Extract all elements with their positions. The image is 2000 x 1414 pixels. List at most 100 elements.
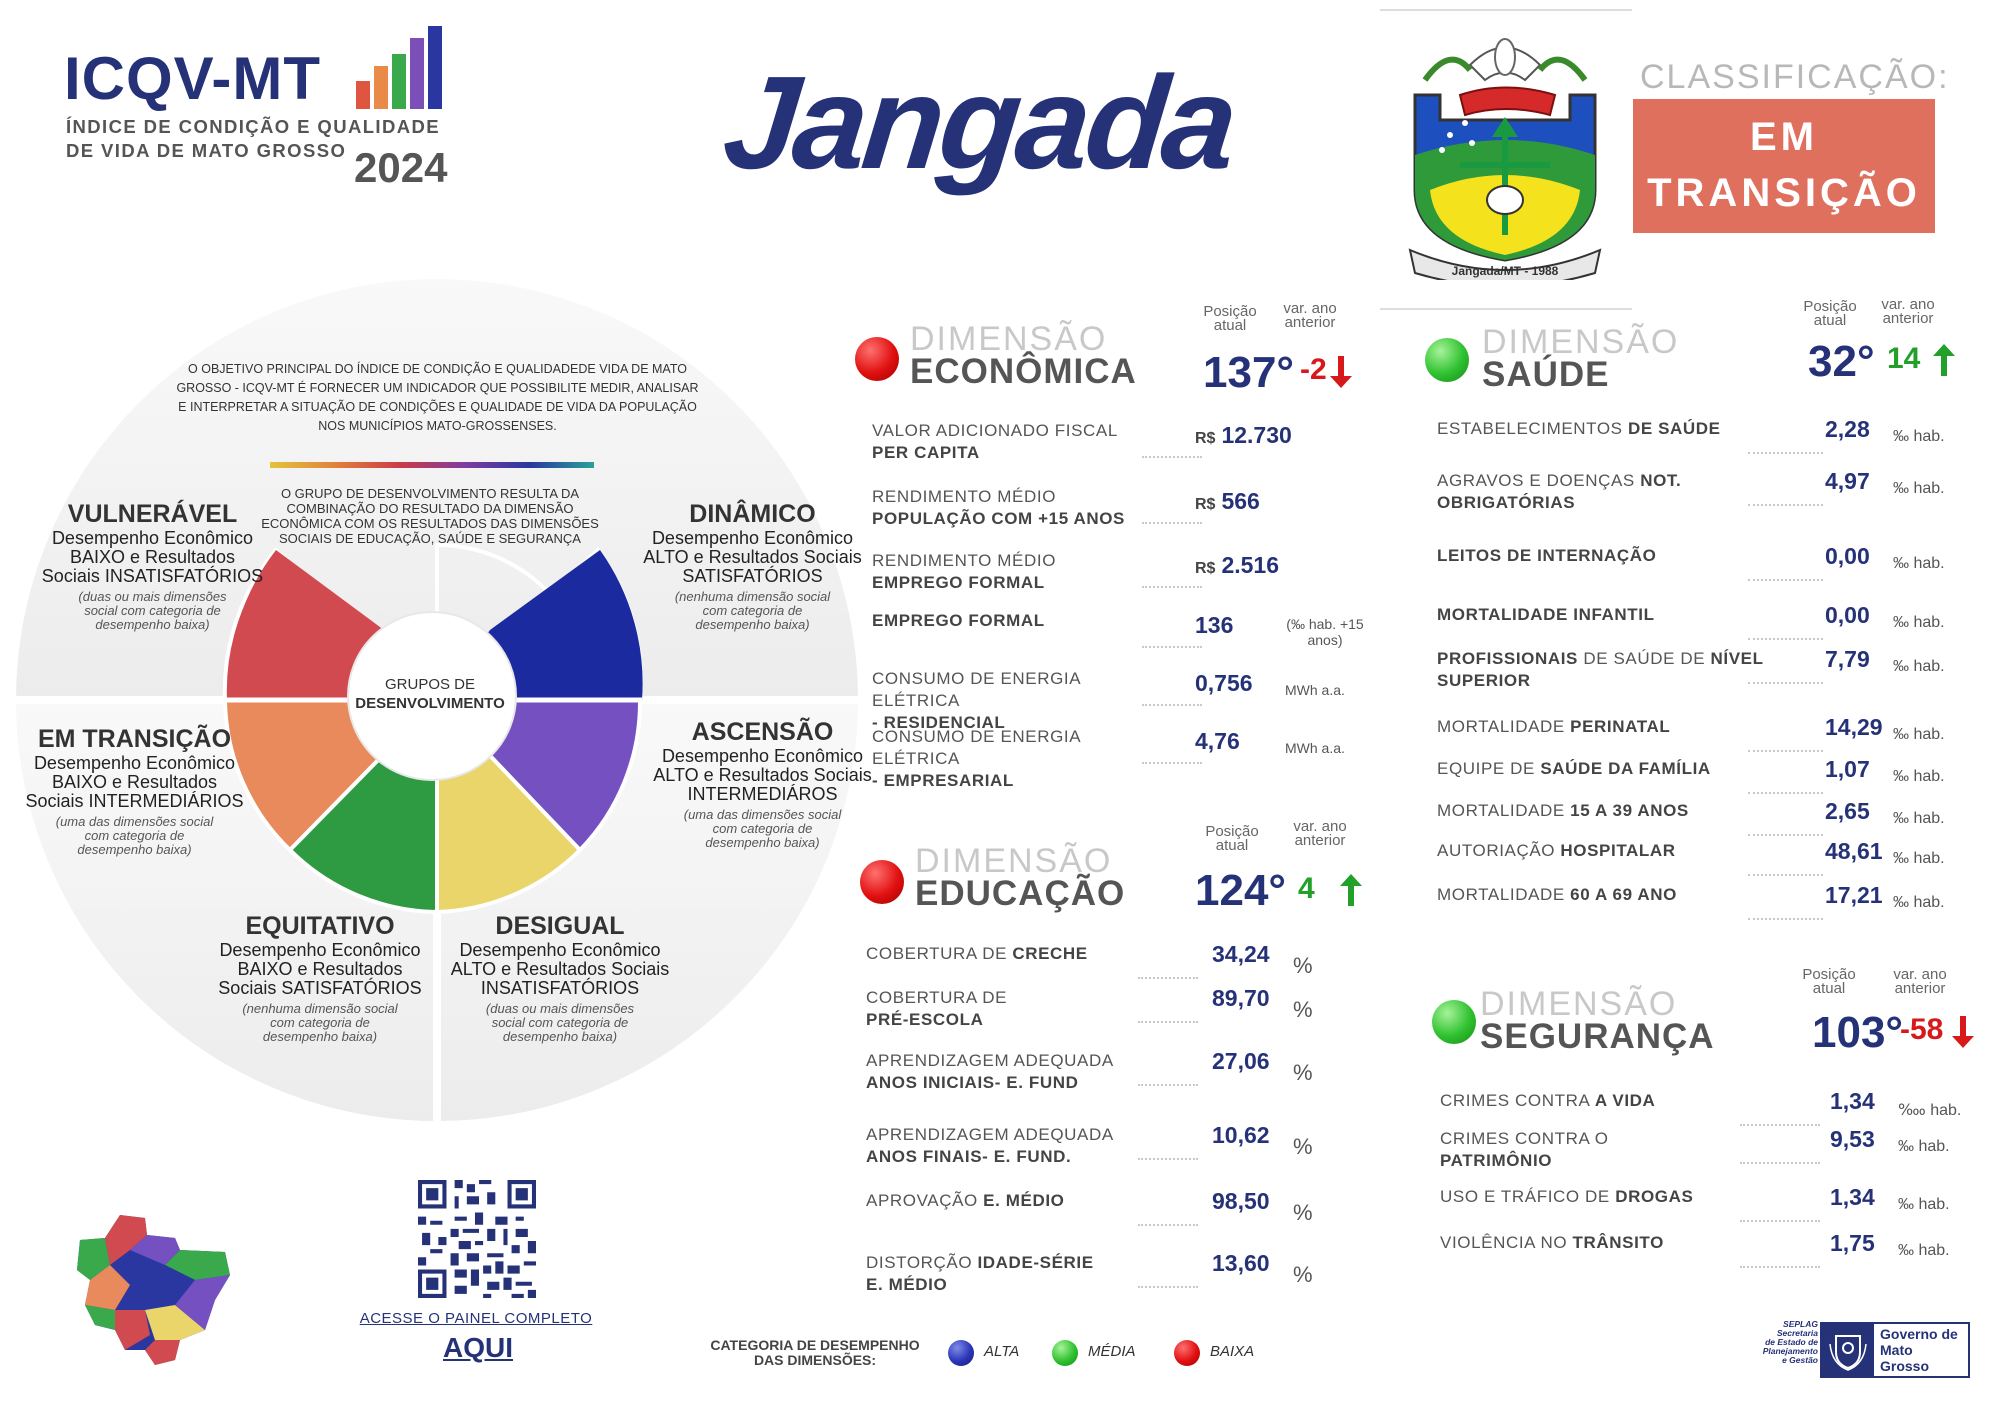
category-desigual: DESIGUAL Desempenho Econômico ALTO e Res… (450, 912, 670, 1044)
educacao-position: 124° (1195, 866, 1287, 915)
indicator-unit: ‰ hab. (1898, 1242, 1950, 1259)
seguranca-variation: -58 (1900, 1013, 1944, 1046)
indicator-label-line-2: OBRIGATÓRIAS (1437, 493, 1576, 512)
indicator-label-emph: NOT. (1640, 471, 1682, 490)
leader-dots (1740, 1162, 1820, 1164)
government-line-3: Grosso (1880, 1358, 1930, 1374)
category-title: EM TRANSIÇÃO (37, 725, 232, 753)
economica-position: 137° (1203, 348, 1295, 397)
saude-header: DIMENSÃO SAÚDE (1482, 323, 1680, 392)
leader-dots (1748, 504, 1823, 506)
indicator-label: APROVAÇÃO E. MÉDIO (866, 1190, 1166, 1212)
indicator-unit: ‰ hab. (1893, 480, 1945, 497)
indicator-label-line-1: CRIMES CONTRA O (1440, 1128, 1730, 1150)
indicator-label-emph: TRÂNSITO (1572, 1233, 1664, 1252)
indicator-label-line-1: CRIMES CONTRA A VIDA (1440, 1090, 1730, 1112)
indicator-label-emph: CRECHE (1012, 944, 1088, 963)
indicator-label-line-2: SUPERIOR (1437, 671, 1531, 690)
currency-label: R$ (1195, 430, 1216, 447)
category-desc: Desempenho Econômico BAIXO e Resultados … (41, 528, 264, 586)
panel-link[interactable]: ACESSE O PAINEL COMPLETO (359, 1310, 593, 1327)
indicator-value: 14,29 (1825, 714, 1883, 740)
indicator-label: MORTALIDADE 60 A 69 ANO (1437, 884, 1777, 906)
indicator-label-line-1: CONSUMO DE ENERGIA ELÉTRICA (872, 669, 1081, 710)
educacao-category-dot (860, 860, 904, 904)
indicator-unit: ‰ hab. (1898, 1138, 1950, 1155)
indicator-label-line-1: AUTORIAÇÃO HOSPITALAR (1437, 840, 1777, 862)
indicator-label-part: USO E TRÁFICO DE (1440, 1187, 1610, 1206)
indicator-label-part: AGRAVOS E DOENÇAS (1437, 471, 1635, 490)
gradient-divider (270, 462, 594, 468)
category-note: (nenhuma dimensão social com categoria d… (242, 1001, 398, 1044)
indicator-value-group: R$ 2.516 (1195, 552, 1279, 579)
indicator-value: 27,06 (1212, 1048, 1270, 1074)
arrow-down-icon (1952, 1016, 1974, 1048)
classification-label: CLASSIFICAÇÃO: (1640, 58, 1950, 96)
category-title: DESIGUAL (495, 912, 625, 940)
indicator-label-emph: DE SAÚDE (1627, 419, 1721, 438)
seplag-line-2: Secretaria (1776, 1328, 1818, 1338)
saude-category-dot (1425, 338, 1469, 382)
indicator-unit: ‰ hab. (1893, 428, 1945, 445)
leader-dots (1748, 792, 1823, 794)
indicator-value: 1,75 (1830, 1230, 1875, 1256)
seplag-line-1: SEPLAG (1783, 1319, 1818, 1329)
indicator-label-line-1: PROFISSIONAIS DE SAÚDE DE NÍVEL (1437, 648, 1777, 670)
state-crest-icon (1829, 1335, 1867, 1371)
qr-code-image[interactable] (418, 1180, 536, 1298)
indicator-label-emph: 60 A 69 ANO (1570, 885, 1677, 904)
indicator-unit: % (1293, 997, 1313, 1022)
indicator-label-emph: NÍVEL (1710, 649, 1764, 668)
category-ascensao: ASCENSÃO Desempenho Econômico ALTO e Res… (650, 718, 875, 850)
dimension-label: DIMENSÃO (1482, 323, 1680, 361)
indicator-label: CONSUMO DE ENERGIA ELÉTRICA - EMPRESARIAL (872, 726, 1152, 792)
indicator-value: 10,62 (1212, 1122, 1270, 1148)
indicator-value: 0,00 (1825, 543, 1870, 569)
indicator-label: MORTALIDADE 15 A 39 ANOS (1437, 800, 1777, 822)
indicator-label-line-1: ESTABELECIMENTOS DE SAÚDE (1437, 418, 1777, 440)
indicator-unit: ‰ hab. (1893, 614, 1945, 631)
category-note: (duas ou mais dimensões social com categ… (485, 1001, 635, 1044)
indicator-value-group: R$ 12.730 (1195, 422, 1292, 449)
dimension-name: ECONÔMICA (910, 352, 1137, 391)
indicator-label: DISTORÇÃO IDADE-SÉRIE E. MÉDIO (866, 1252, 1166, 1296)
indicator-label-emph: SAÚDE DA FAMÍLIA (1540, 759, 1711, 778)
indicator-label-line-2: População com +15 anos (872, 509, 1125, 528)
leader-dots (1142, 586, 1202, 588)
leader-dots (1748, 874, 1823, 876)
indicator-unit: MWh a.a. (1285, 740, 1345, 756)
indicator-label: LEITOS DE INTERNAÇÃO (1437, 545, 1777, 567)
indicator-label: MORTALIDADE PERINATAL (1437, 716, 1777, 738)
educacao-header: DIMENSÃO EDUCAÇÃO (915, 844, 1125, 911)
indicator-unit: ‰ hab. (1893, 768, 1945, 785)
indicator-label-line-1: RENDIMENTO MÉDIO (872, 551, 1057, 570)
leader-dots (1748, 638, 1823, 640)
indicator-label-line-2: PRÉ-ESCOLA (866, 1010, 984, 1029)
indicator-value: 1,34 (1830, 1088, 1875, 1114)
panel-here-link[interactable]: AQUI (443, 1332, 513, 1363)
indicator-label-part: APRENDIZAGEM ADEQUADA (866, 1051, 1114, 1070)
saude-position: 32° (1808, 337, 1875, 386)
indicator-value: 136 (1195, 612, 1234, 638)
leader-dots (1748, 750, 1823, 752)
leader-dots (1748, 452, 1823, 454)
dimension-label: DIMENSÃO (1480, 985, 1678, 1023)
municipal-crest-image: Jangada/MT - 1988 (1408, 38, 1602, 280)
brand-title: ICQV-MT (64, 45, 321, 112)
indicator-label-emph: IDADE-SÉRIE (977, 1253, 1094, 1272)
indicator-value: 7,79 (1825, 646, 1870, 672)
indicator-label: COBERTURA DE PRÉ-ESCOLA (866, 987, 1166, 1031)
category-title: DINÂMICO (689, 500, 816, 528)
indicator-label-line-2: PATRIMÔNIO (1440, 1151, 1553, 1170)
indicator-label-line-1: MORTALIDADE 15 A 39 ANOS (1437, 800, 1777, 822)
indicator-label-emph: A VIDA (1594, 1091, 1656, 1110)
indicator-label-line-1: MORTALIDADE PERINATAL (1437, 716, 1777, 738)
var-label: var. ano anterior (1283, 300, 1337, 331)
indicator-label-emph: 15 A 39 ANOS (1570, 801, 1689, 820)
pos-label: Posição atual (1802, 966, 1856, 997)
brand-subtitle-1: ÍNDICE DE CONDIÇÃO E QUALIDADE (66, 116, 440, 137)
seguranca-position: 103° (1812, 1008, 1904, 1057)
indicator-label-line-2: - EMPRESARIAL (872, 771, 1014, 790)
indicator-label-line-1: CONSUMO DE ENERGIA ELÉTRICA (872, 727, 1081, 768)
indicator-label-emph: E. MÉDIO (983, 1191, 1065, 1210)
